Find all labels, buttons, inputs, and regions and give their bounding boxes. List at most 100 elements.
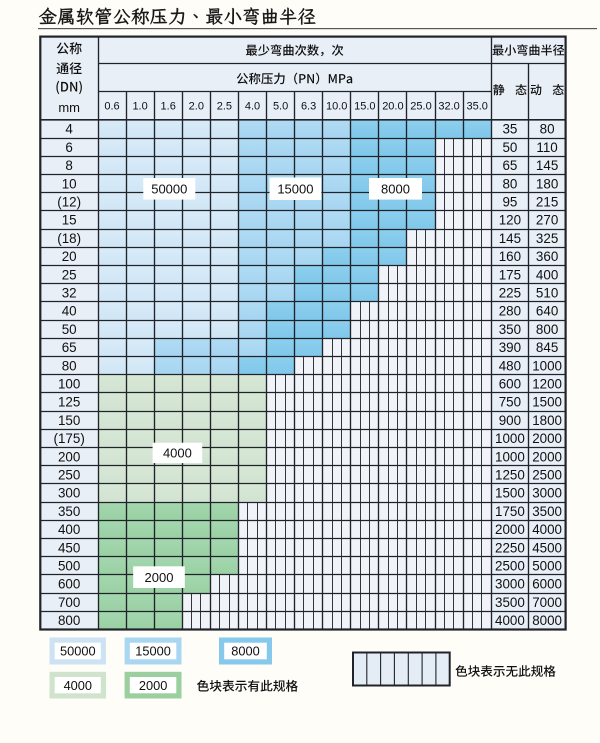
svg-text:6000: 6000 (532, 577, 562, 592)
svg-text:1250: 1250 (495, 468, 525, 483)
svg-text:10.0: 10.0 (326, 101, 347, 113)
svg-text:900: 900 (499, 413, 521, 428)
svg-text:4: 4 (65, 122, 73, 137)
svg-text:110: 110 (536, 140, 557, 155)
svg-text:400: 400 (58, 522, 80, 537)
svg-text:4000: 4000 (495, 613, 525, 628)
svg-text:2500: 2500 (532, 468, 562, 483)
svg-text:1500: 1500 (495, 486, 525, 501)
svg-text:50000: 50000 (151, 182, 187, 197)
svg-text:1200: 1200 (532, 377, 562, 392)
svg-text:65: 65 (502, 158, 517, 173)
svg-text:1.6: 1.6 (161, 101, 176, 113)
svg-text:25.0: 25.0 (410, 101, 431, 113)
svg-text:3500: 3500 (532, 504, 562, 519)
svg-text:510: 510 (536, 286, 558, 301)
svg-text:4000: 4000 (64, 678, 92, 693)
svg-text:175: 175 (499, 267, 521, 282)
svg-text:20: 20 (62, 249, 77, 264)
svg-text:1500: 1500 (532, 395, 562, 410)
svg-text:390: 390 (499, 340, 521, 355)
svg-text:2500: 2500 (495, 559, 525, 574)
svg-text:15.0: 15.0 (354, 101, 375, 113)
svg-text:200: 200 (58, 449, 80, 464)
svg-text:3000: 3000 (532, 486, 562, 501)
svg-text:1800: 1800 (532, 413, 562, 428)
svg-text:225: 225 (499, 286, 521, 301)
svg-text:5.0: 5.0 (273, 101, 288, 113)
svg-text:50000: 50000 (60, 644, 96, 659)
svg-text:180: 180 (536, 176, 558, 191)
svg-text:50: 50 (62, 322, 77, 337)
svg-text:150: 150 (58, 413, 80, 428)
svg-text:600: 600 (58, 577, 80, 592)
svg-text:95: 95 (502, 195, 517, 210)
svg-text:145: 145 (536, 158, 558, 173)
svg-text:8000: 8000 (231, 644, 259, 659)
svg-text:15000: 15000 (277, 182, 313, 197)
svg-text:8000: 8000 (381, 182, 410, 197)
svg-text:480: 480 (499, 358, 521, 373)
svg-text:5000: 5000 (532, 559, 562, 574)
svg-text:360: 360 (536, 249, 558, 264)
svg-text:40: 40 (62, 304, 77, 319)
svg-text:1750: 1750 (495, 504, 525, 519)
svg-text:2250: 2250 (495, 540, 525, 555)
svg-text:300: 300 (58, 486, 80, 501)
svg-text:4000: 4000 (163, 446, 192, 461)
svg-text:600: 600 (499, 377, 521, 392)
svg-text:20.0: 20.0 (382, 101, 403, 113)
svg-text:35.0: 35.0 (466, 101, 487, 113)
svg-text:350: 350 (58, 504, 80, 519)
svg-text:800: 800 (536, 322, 558, 337)
svg-text:1000: 1000 (532, 358, 562, 373)
svg-text:2.0: 2.0 (189, 101, 204, 113)
svg-text:215: 215 (536, 195, 558, 210)
svg-text:2000: 2000 (139, 678, 167, 693)
svg-text:800: 800 (58, 613, 80, 628)
svg-text:160: 160 (499, 249, 521, 264)
svg-text:350: 350 (499, 322, 521, 337)
svg-text:35: 35 (502, 122, 517, 137)
svg-text:65: 65 (62, 340, 77, 355)
svg-text:700: 700 (58, 595, 80, 610)
svg-text:2000: 2000 (145, 570, 174, 585)
svg-text:8: 8 (65, 158, 72, 173)
svg-text:280: 280 (499, 304, 521, 319)
svg-text:750: 750 (499, 395, 521, 410)
svg-text:(18): (18) (57, 231, 81, 246)
svg-text:2000: 2000 (532, 449, 562, 464)
svg-text:6.3: 6.3 (301, 101, 316, 113)
svg-text:15: 15 (62, 213, 77, 228)
svg-text:2000: 2000 (532, 431, 562, 446)
svg-text:640: 640 (536, 304, 558, 319)
svg-text:25: 25 (62, 267, 77, 282)
svg-text:145: 145 (499, 231, 521, 246)
svg-text:270: 270 (536, 213, 558, 228)
svg-text:32: 32 (62, 286, 77, 301)
svg-text:0.6: 0.6 (104, 101, 119, 113)
svg-text:50: 50 (502, 140, 517, 155)
svg-text:1000: 1000 (495, 449, 525, 464)
svg-text:4500: 4500 (532, 540, 562, 555)
svg-text:1000: 1000 (495, 431, 525, 446)
svg-text:(12): (12) (57, 195, 81, 210)
svg-text:3000: 3000 (495, 577, 525, 592)
svg-text:845: 845 (536, 340, 558, 355)
svg-text:mm: mm (58, 100, 80, 115)
svg-text:450: 450 (58, 540, 80, 555)
svg-text:100: 100 (58, 377, 80, 392)
svg-text:80: 80 (540, 122, 555, 137)
svg-text:4.0: 4.0 (245, 101, 260, 113)
svg-text:80: 80 (62, 358, 77, 373)
svg-text:1.0: 1.0 (132, 101, 147, 113)
svg-text:2000: 2000 (495, 522, 525, 537)
svg-text:250: 250 (58, 468, 80, 483)
svg-text:15000: 15000 (135, 644, 171, 659)
svg-text:325: 325 (536, 231, 558, 246)
svg-text:120: 120 (499, 213, 521, 228)
svg-text:10: 10 (62, 176, 77, 191)
svg-text:125: 125 (58, 395, 80, 410)
svg-text:(175): (175) (54, 431, 85, 446)
svg-text:6: 6 (65, 140, 72, 155)
